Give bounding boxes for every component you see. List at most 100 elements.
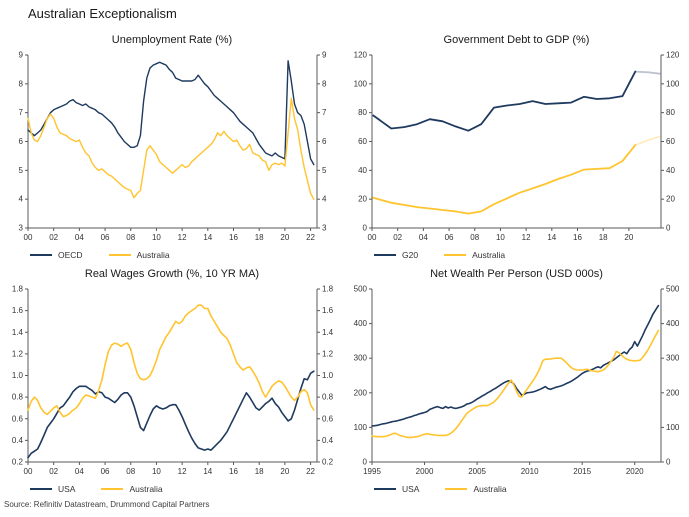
chart-legend: USA Australia	[30, 482, 344, 496]
x-tick-label: 20	[280, 233, 289, 242]
x-tick-label: 12	[522, 233, 531, 242]
chart-legend: OECD Australia	[30, 248, 344, 262]
x-tick-label: 00	[368, 233, 377, 242]
y-tick-label: 100	[354, 423, 368, 432]
y-tick-label: 400	[354, 319, 368, 328]
legend-label: Australia	[129, 484, 163, 494]
series-line-australia	[27, 97, 315, 200]
x-tick-label: 2020	[626, 467, 644, 476]
y-tick-label: 40	[358, 166, 367, 175]
x-tick-label: 08	[126, 467, 135, 476]
series-line-g20	[372, 70, 637, 132]
y-tick-label: 6	[19, 137, 24, 146]
x-tick-label: 16	[229, 467, 238, 476]
chart-legend: USA Australia	[374, 482, 689, 496]
chart-panel-net-wealth: Net Wealth Per Person (USD 000s) 0 0 100 10…	[344, 264, 689, 498]
y-tick-label: 200	[354, 388, 368, 397]
x-tick-label: 10	[152, 467, 161, 476]
series-forecast-g20	[634, 70, 661, 75]
x-tick-label: 10	[152, 233, 161, 242]
chart-panel-real-wages: Real Wages Growth (%, 10 YR MA) 0.2 0.2 0.…	[0, 264, 344, 498]
chart-legend: G20 Australia	[374, 248, 689, 262]
legend-swatch	[374, 254, 396, 256]
y-tick-label: 9	[322, 51, 327, 60]
y-tick-label: 0	[666, 458, 671, 467]
x-tick-label: 04	[75, 467, 84, 476]
y-tick-label: 0.4	[322, 436, 334, 445]
y-tick-label: 1.2	[12, 349, 24, 358]
x-tick-label: 02	[49, 233, 58, 242]
charts-grid: Unemployment Rate (%) 3 3 4 4 5 5 6 6 7 7 8 8 9 9 00 02…	[0, 30, 689, 498]
real-wages-chart: 0.2 0.2 0.4 0.4 0.6 0.6 0.8 0.8 1.0 1.0 1.2 1.2 1.4 1…	[12, 285, 334, 477]
source-note: Source: Refinitiv Datastream, Drummond C…	[4, 500, 210, 509]
y-tick-label: 0.8	[322, 393, 334, 402]
y-tick-label: 0.2	[12, 458, 24, 467]
x-tick-label: 1995	[363, 467, 381, 476]
y-tick-label: 7	[322, 108, 327, 117]
legend-label: OECD	[58, 250, 83, 260]
y-tick-label: 100	[666, 423, 680, 432]
y-tick-label: 300	[354, 354, 368, 363]
y-tick-label: 1.4	[322, 328, 334, 337]
legend-label: USA	[58, 484, 76, 494]
y-tick-label: 500	[666, 285, 680, 294]
x-tick-label: 10	[496, 233, 505, 242]
y-tick-label: 100	[354, 79, 368, 88]
y-tick-label: 5	[19, 166, 24, 175]
y-tick-label: 0	[666, 224, 671, 233]
y-tick-label: 60	[666, 137, 675, 146]
legend-label: Australia	[136, 250, 170, 260]
y-tick-label: 200	[666, 388, 680, 397]
y-tick-label: 4	[322, 195, 327, 204]
series-line-australia	[371, 329, 660, 439]
chart-title: Real Wages Growth (%, 10 YR MA)	[84, 268, 260, 280]
x-tick-label: 02	[393, 233, 402, 242]
x-tick-label: 16	[573, 233, 582, 242]
legend-label: USA	[402, 484, 420, 494]
legend-entry-usa: USA	[30, 484, 75, 494]
legend-entry-australia: Australia	[101, 484, 163, 494]
legend-entry-australia: Australia	[108, 250, 170, 260]
y-tick-label: 20	[358, 195, 367, 204]
legend-swatch	[445, 488, 468, 490]
chart-panel-govt-debt: Government Debt to GDP (%) 0 0 20 20 40 40 60 6…	[344, 30, 689, 264]
chart-title: Unemployment Rate (%)	[111, 34, 233, 46]
unemployment-chart: 3 3 4 4 5 5 6 6 7 7 8 8 9 9 00 02 04 06 08 10 12 14 16 18 20 22	[19, 51, 327, 243]
x-tick-label: 12	[178, 467, 187, 476]
y-tick-label: 0.8	[12, 393, 24, 402]
chart-title: Government Debt to GDP (%)	[443, 34, 590, 46]
x-tick-label: 22	[306, 233, 315, 242]
series-line-usa	[27, 370, 315, 459]
y-tick-label: 1.2	[322, 349, 334, 358]
x-tick-label: 04	[419, 233, 428, 242]
legend-swatch	[108, 254, 131, 256]
series-forecast-australia	[634, 135, 661, 146]
x-tick-label: 20	[624, 233, 633, 242]
x-tick-label: 16	[229, 233, 238, 242]
x-tick-label: 06	[101, 233, 110, 242]
legend-label: Australia	[473, 484, 507, 494]
y-tick-label: 3	[19, 224, 24, 233]
y-tick-label: 8	[322, 79, 327, 88]
x-tick-label: 20	[280, 467, 289, 476]
y-tick-label: 3	[322, 224, 327, 233]
legend-swatch	[374, 488, 396, 490]
legend-swatch	[30, 488, 52, 490]
y-tick-label: 9	[19, 51, 24, 60]
y-tick-label: 300	[666, 354, 680, 363]
x-tick-label: 14	[203, 467, 212, 476]
y-tick-label: 1.6	[322, 306, 334, 315]
x-tick-label: 06	[445, 233, 454, 242]
legend-label: Australia	[472, 250, 506, 260]
x-tick-label: 2015	[573, 467, 591, 476]
y-tick-label: 0.6	[12, 414, 24, 423]
y-tick-label: 4	[19, 195, 24, 204]
legend-entry-oecd: OECD	[30, 250, 83, 260]
y-tick-label: 40	[666, 166, 675, 175]
net-wealth-chart: 0 0 100 100 200 200 300 300 400 400 500 500 1995 2000…	[354, 285, 680, 477]
x-tick-label: 00	[24, 467, 33, 476]
y-tick-label: 5	[322, 166, 327, 175]
series-line-usa	[371, 304, 660, 427]
y-tick-label: 80	[358, 108, 367, 117]
